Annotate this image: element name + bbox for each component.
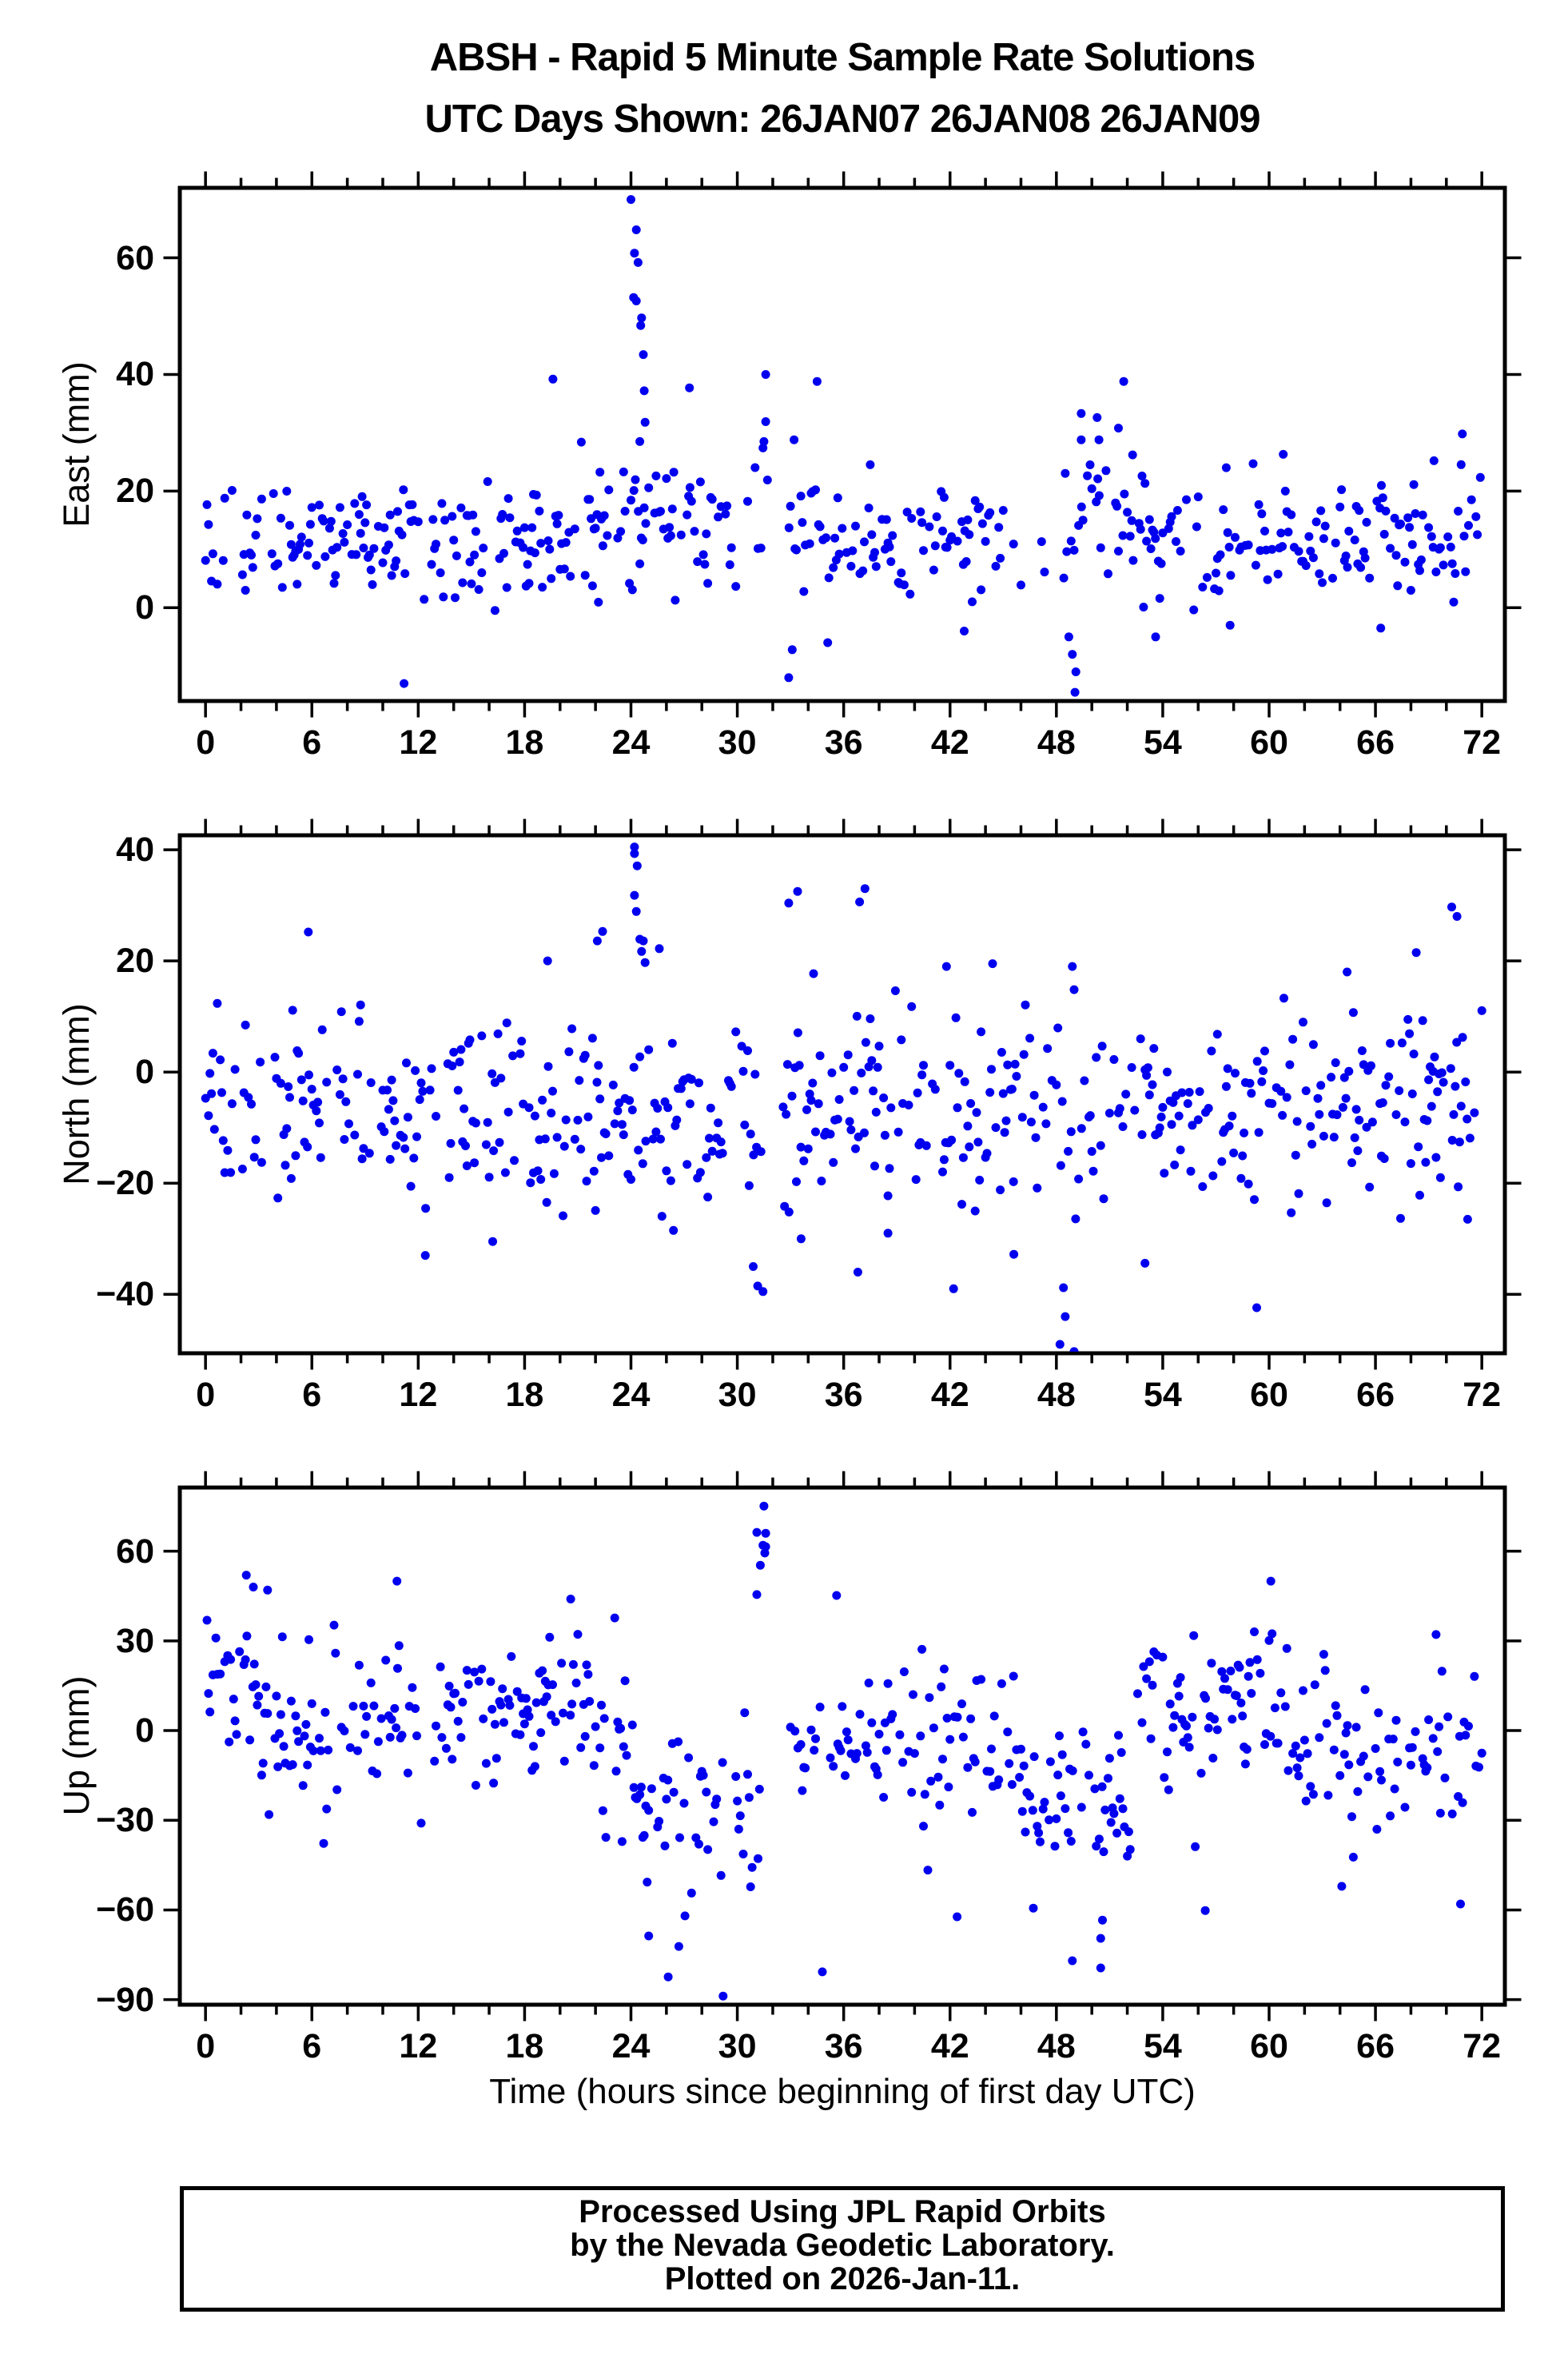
x-tick-label: 36: [824, 1376, 863, 1414]
x-tick-label: 30: [718, 723, 757, 762]
x-tick-label: 42: [930, 2027, 969, 2065]
x-tick-label: 42: [930, 1376, 969, 1414]
y-tick-label: 0: [135, 1053, 154, 1092]
x-tick-label: 12: [399, 1376, 438, 1414]
x-tick-label: 30: [718, 2027, 757, 2065]
x-tick-label: 60: [1250, 1376, 1288, 1414]
x-tick-label: 42: [930, 723, 969, 762]
x-tick-label: 72: [1463, 1376, 1502, 1414]
x-tick-label: 0: [196, 2027, 216, 2065]
y-tick-label: 20: [116, 472, 154, 511]
x-tick-label: 54: [1143, 2027, 1182, 2065]
x-tick-label: 36: [824, 723, 863, 762]
x-tick-label: 66: [1356, 723, 1395, 762]
panel-frame-north: [177, 833, 1507, 1356]
x-tick-label: 36: [824, 2027, 863, 2065]
y-tick-label: 30: [116, 1621, 154, 1660]
x-tick-label: 24: [611, 723, 651, 762]
x-tick-label: 30: [718, 1376, 757, 1414]
footer-line-1: Processed Using JPL Rapid Orbits: [579, 2194, 1106, 2229]
plot-subtitle: UTC Days Shown: 26JAN07 26JAN08 26JAN09: [424, 98, 1261, 141]
x-tick-label: 6: [302, 1376, 322, 1414]
x-tick-label: 0: [196, 723, 216, 762]
x-tick-label: 72: [1463, 723, 1502, 762]
y-tick-label: −40: [96, 1275, 154, 1314]
footer-line-2: by the Nevada Geodetic Laboratory.: [570, 2228, 1115, 2263]
y-tick-label: −90: [96, 1980, 154, 2019]
y-tick-label: 0: [135, 1711, 154, 1751]
y-tick-label: −30: [96, 1801, 154, 1840]
x-tick-label: 18: [505, 723, 544, 762]
footer-line-3: Plotted on 2026-Jan-11.: [664, 2261, 1021, 2296]
x-tick-label: 66: [1356, 2027, 1395, 2065]
x-tick-label: 48: [1037, 723, 1076, 762]
x-axis-title: Time (hours since beginning of first day…: [489, 2072, 1196, 2111]
y-tick-label: 60: [116, 1532, 154, 1571]
footer-box: Processed Using JPL Rapid Orbits by the …: [180, 2186, 1505, 2312]
x-tick-label: 24: [611, 1376, 651, 1414]
y-tick-label: 40: [116, 355, 154, 394]
x-tick-label: 6: [302, 2027, 322, 2065]
x-tick-label: 72: [1463, 2027, 1502, 2065]
y-tick-label: 0: [135, 588, 154, 627]
y-tick-label: −60: [96, 1890, 154, 1930]
panel-frame-east: [177, 185, 1507, 703]
data-points-north: [201, 842, 1486, 1352]
x-tick-label: 60: [1250, 2027, 1288, 2065]
plot-title: ABSH - Rapid 5 Minute Sample Rate Soluti…: [429, 36, 1256, 79]
y-tick-label: 20: [116, 942, 154, 981]
x-tick-label: 18: [505, 1376, 544, 1414]
x-tick-label: 66: [1356, 1376, 1395, 1414]
y-tick-label: −20: [96, 1164, 154, 1203]
panel-frame-up: [177, 1485, 1507, 2007]
x-tick-label: 54: [1143, 723, 1182, 762]
x-tick-label: 54: [1143, 1376, 1182, 1414]
y-tick-label: 40: [116, 830, 154, 870]
x-tick-label: 24: [611, 2027, 651, 2065]
data-points-up: [202, 1501, 1486, 2001]
y-tick-label: 60: [116, 238, 154, 277]
x-tick-label: 12: [399, 2027, 438, 2065]
x-tick-label: 0: [196, 1376, 216, 1414]
x-tick-label: 48: [1037, 2027, 1076, 2065]
x-tick-label: 6: [302, 723, 322, 762]
x-tick-label: 12: [399, 723, 438, 762]
data-points-east: [201, 195, 1485, 697]
x-tick-label: 60: [1250, 723, 1288, 762]
x-tick-label: 18: [505, 2027, 544, 2065]
x-tick-label: 48: [1037, 1376, 1076, 1414]
